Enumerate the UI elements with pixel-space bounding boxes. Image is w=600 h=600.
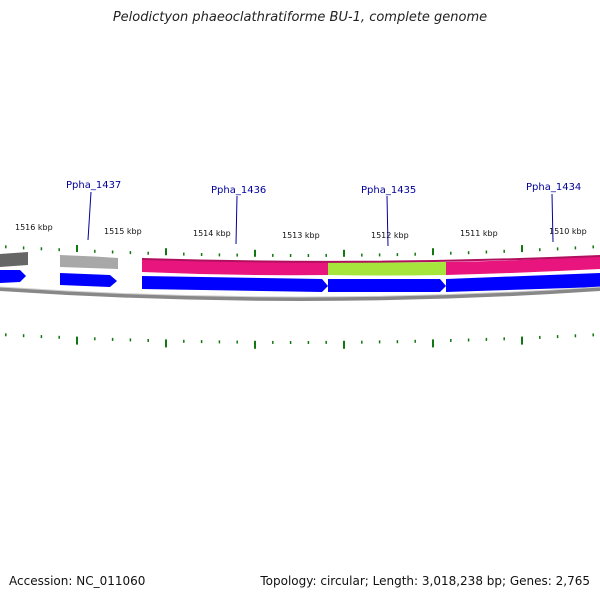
feature-pink-top-edge <box>141 255 600 263</box>
cds-arrow-ppha-1435[interactable] <box>328 279 446 292</box>
feature-pink-ppha-1434[interactable] <box>446 256 600 275</box>
gene-label-ppha-1437[interactable]: Ppha_1437 <box>66 180 121 191</box>
cds-arrow-ppha-1437[interactable] <box>60 273 117 287</box>
gene-label-ppha-1435[interactable]: Ppha_1435 <box>361 185 416 196</box>
cds-arrow-left[interactable] <box>0 270 26 283</box>
scale-label-1516: 1516 kbp <box>15 223 53 232</box>
feature-grey-ppha-1437[interactable] <box>60 255 118 269</box>
scale-label-1514: 1514 kbp <box>193 229 231 238</box>
leader-ppha-1434 <box>551 193 554 243</box>
feature-pink-ppha-1436[interactable] <box>142 259 328 276</box>
gene-label-ppha-1436[interactable]: Ppha_1436 <box>211 185 266 196</box>
summary-text: Topology: circular; Length: 3,018,238 bp… <box>260 574 590 588</box>
scale-label-1510: 1510 kbp <box>549 227 587 236</box>
scale-label-1511: 1511 kbp <box>460 229 498 238</box>
leader-ppha-1436 <box>235 195 238 245</box>
feature-green-ppha-1435[interactable] <box>328 262 446 276</box>
scale-label-1512: 1512 kbp <box>371 231 409 240</box>
gene-label-ppha-1434[interactable]: Ppha_1434 <box>526 182 581 193</box>
map-title: Pelodictyon phaeoclathratiforme BU-1, co… <box>112 10 488 25</box>
scale-label-1513: 1513 kbp <box>282 231 320 240</box>
genome-backbone <box>0 287 600 301</box>
feature-dark-grey-left[interactable] <box>0 252 28 267</box>
leader-ppha-1435 <box>386 195 389 247</box>
cds-arrow-ppha-1434[interactable] <box>446 273 600 292</box>
scale-label-1515: 1515 kbp <box>104 227 142 236</box>
inner-tick-marks <box>5 333 594 349</box>
cds-arrow-ppha-1436[interactable] <box>142 276 328 292</box>
leader-ppha-1437 <box>87 191 92 241</box>
accession-text: Accession: NC_011060 <box>9 574 146 588</box>
genome-backbone-highlight <box>0 286 600 298</box>
outer-tick-marks <box>5 245 594 257</box>
